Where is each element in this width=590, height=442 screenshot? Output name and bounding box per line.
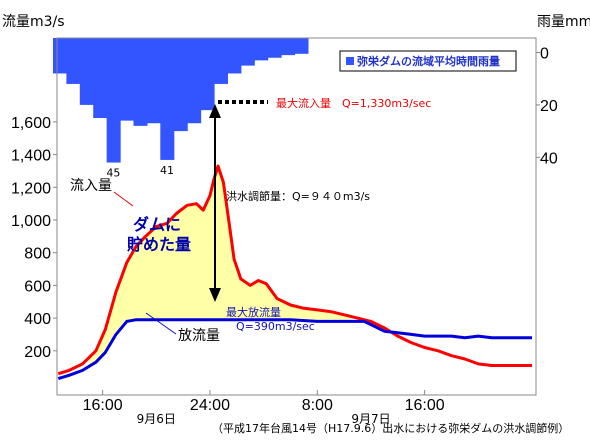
y-right-tick-label: 20 xyxy=(540,98,558,115)
rainfall-bar xyxy=(294,38,309,54)
rainfall-bar xyxy=(66,38,81,84)
y-left-axis-label: 流量m3/s xyxy=(2,14,65,30)
y-right-tick-label: 0 xyxy=(540,46,549,63)
inflow-label: 流入量 xyxy=(70,178,112,194)
legend-label: 弥栄ダムの流域平均時間雨量 xyxy=(357,54,500,68)
y-left-tick-label: 600 xyxy=(24,278,51,295)
caption: （平成17年台風14号（H17.9.6）出水における弥栄ダムの洪水調節例） xyxy=(212,421,569,435)
regulation-label: 洪水調節量：Q=９４０m3/s xyxy=(226,189,370,203)
rainfall-bar xyxy=(79,38,94,105)
outflow-label: 放流量 xyxy=(178,328,220,344)
legend-swatch xyxy=(346,57,354,65)
x-tick-label: 8:00 xyxy=(302,397,333,414)
rainfall-bar xyxy=(173,38,188,132)
max-outflow-title: 最大放流量 xyxy=(226,305,281,319)
regulation-arrow-down xyxy=(209,288,221,302)
x-tick-label: 16:00 xyxy=(83,397,123,414)
inflow-label-pointer xyxy=(113,191,134,207)
legend-box xyxy=(339,50,517,72)
x-date-label: 9月6日 xyxy=(137,412,176,426)
series-line xyxy=(57,164,532,376)
stored-volume-area xyxy=(89,166,351,367)
y-right-axis-label: 雨量mm xyxy=(537,14,590,30)
stored-volume-label-2: 貯めた量 xyxy=(127,235,191,254)
rainfall-bar xyxy=(160,38,175,160)
y-left-tick-label: 400 xyxy=(24,311,51,328)
rainfall-bar xyxy=(200,38,215,111)
rainfall-bar xyxy=(106,38,121,163)
max-inflow-label: 最大流入量 Q=1,330m3/sec xyxy=(276,96,431,110)
y-left-tick-label: 1,200 xyxy=(11,180,51,197)
rainfall-bar xyxy=(213,38,229,84)
y-left-tick-label: 1,000 xyxy=(11,213,51,230)
rainfall-bar xyxy=(267,38,282,58)
y-left-tick-label: 200 xyxy=(24,344,51,361)
rainfall-bar xyxy=(52,38,67,74)
y-left-tick-label: 1,600 xyxy=(11,115,51,132)
rainfall-bar xyxy=(133,38,148,126)
rainfall-bar xyxy=(254,38,269,61)
y-left-tick-label: 800 xyxy=(24,246,51,263)
series-line xyxy=(57,318,532,381)
max-outflow-value: Q=390m3/sec xyxy=(236,320,315,333)
rainfall-bar xyxy=(146,38,161,124)
plot-frame xyxy=(56,37,537,396)
y-right-tick-label: 40 xyxy=(540,150,558,167)
stored-volume-label-1: ダムに xyxy=(133,215,181,234)
y-left-tick-label: 1,400 xyxy=(11,148,51,165)
x-date-label: 9月7日 xyxy=(351,412,390,426)
x-tick-label: 16:00 xyxy=(405,397,445,414)
rainfall-bar xyxy=(93,38,108,118)
regulation-arrow-up xyxy=(209,104,221,118)
rainfall-bar xyxy=(120,38,135,121)
rainfall-value-label: 45 xyxy=(106,167,120,180)
rainfall-bar xyxy=(240,38,255,66)
rainfall-bar xyxy=(227,38,242,74)
x-tick-label: 24:00 xyxy=(190,397,230,414)
rainfall-value-label: 41 xyxy=(160,164,174,177)
rainfall-bar xyxy=(187,38,202,124)
outflow-label-pointer xyxy=(145,312,177,335)
rainfall-bar xyxy=(281,38,296,56)
